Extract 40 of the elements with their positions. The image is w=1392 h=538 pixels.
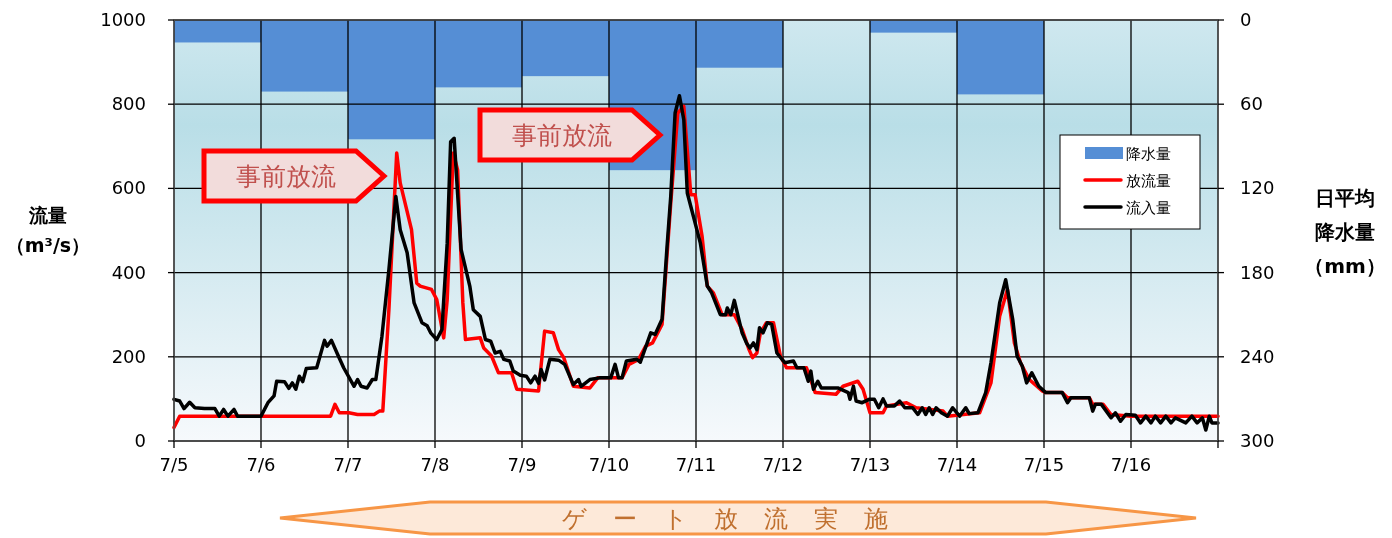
- bar: [435, 20, 522, 88]
- x-tick-label: 7/5: [159, 454, 189, 475]
- y2-tick-label: 120: [1240, 177, 1275, 199]
- x-tick-label: 7/7: [333, 454, 363, 475]
- annotation: 事前放流: [512, 121, 612, 150]
- y-tick-label: 600: [111, 177, 146, 199]
- y2-tick-label: 180: [1240, 261, 1275, 283]
- x-tick-label: 7/15: [1023, 454, 1065, 475]
- x-tick-label: 7/16: [1110, 454, 1152, 475]
- y-tick-label: 400: [111, 261, 146, 283]
- x-tick-label: 7/8: [420, 454, 450, 475]
- bar: [696, 20, 783, 68]
- legend-label: 流入量: [1126, 199, 1171, 217]
- bar: [174, 20, 261, 43]
- bar: [957, 20, 1044, 95]
- x-tick-label: 7/10: [588, 454, 630, 475]
- y-tick-label: 0: [134, 430, 146, 451]
- x-tick-label: 7/6: [246, 454, 276, 475]
- x-tick-label: 7/13: [849, 454, 891, 475]
- legend-label: 放流量: [1126, 172, 1171, 190]
- bar: [522, 20, 609, 77]
- x-tick-label: 7/9: [507, 454, 537, 475]
- y-tick-label: 1000: [100, 9, 146, 30]
- x-tick-label: 7/12: [762, 454, 804, 475]
- y-tick-label: 800: [111, 93, 146, 115]
- x-tick-label: 7/11: [675, 454, 717, 475]
- y-axis-title: 流量（m³/s）: [5, 204, 91, 256]
- x-tick-label: 7/14: [936, 454, 978, 475]
- y2-tick-label: 240: [1240, 345, 1275, 367]
- bar: [348, 20, 435, 140]
- y2-axis-title: 日平均降水量（mm）: [1304, 186, 1386, 278]
- y2-tick-label: 0: [1240, 9, 1252, 30]
- y2-tick-label: 60: [1240, 93, 1263, 115]
- y-tick-label: 200: [111, 345, 146, 367]
- y2-tick-label: 300: [1240, 430, 1275, 451]
- annotation: 事前放流: [236, 162, 336, 191]
- bar: [870, 20, 957, 33]
- text: ゲート放流実施: [562, 505, 914, 533]
- legend-label: 降水量: [1126, 145, 1171, 163]
- bar: [261, 20, 348, 92]
